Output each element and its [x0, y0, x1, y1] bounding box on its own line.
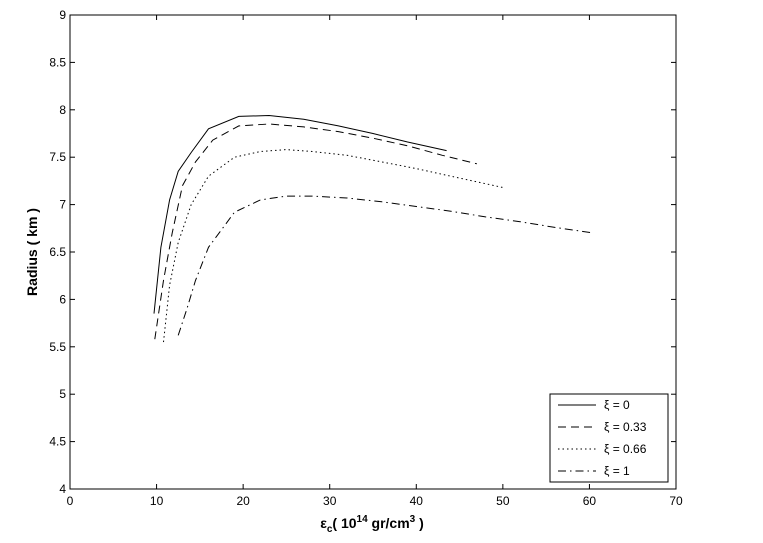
x-tick-label: 60 [583, 494, 597, 508]
y-tick-label: 6.5 [49, 245, 66, 259]
y-axis-title: Radius ( km ) [24, 208, 40, 296]
x-axis-title: εc( 1014 gr/cm3 ) [320, 514, 424, 535]
legend-label-1: ξ = 0 [604, 398, 630, 412]
x-axis-subscript: c [327, 524, 333, 535]
y-tick-label: 6 [59, 292, 66, 306]
x-tick-label: 20 [236, 494, 250, 508]
y-tick-label: 5.5 [49, 340, 66, 354]
y-tick-label: 9 [59, 8, 66, 22]
legend-label-3: ξ = 0.66 [604, 442, 647, 456]
x-tick-label: 40 [410, 494, 424, 508]
series-line-2 [154, 123, 478, 340]
y-tick-label: 7.5 [49, 150, 66, 164]
x-tick-label: 70 [669, 494, 683, 508]
axis-ticks: 0 10 20 30 40 50 60 70 4 4.5 5 5.5 6 6.5 7 7.5 8 8.5 9 [49, 8, 683, 508]
legend-label-4: ξ = 1 [604, 464, 630, 478]
y-tick-label: 4.5 [49, 435, 66, 449]
y-tick-label: 4 [59, 482, 66, 496]
x-tick-label: 30 [323, 494, 337, 508]
x-tick-label: 50 [496, 494, 510, 508]
x-axis-symbol: ε [320, 515, 327, 531]
x-axis-title-post: ) [415, 515, 424, 531]
y-tick-label: 7 [59, 198, 66, 212]
series-line-1 [153, 114, 447, 314]
series-line-4 [177, 195, 594, 336]
x-axis-exponent-1: 14 [357, 514, 369, 525]
legend-items: ξ = 0 ξ = 0.33 ξ = 0.66 ξ = 1 [558, 398, 647, 478]
x-tick-label: 0 [67, 494, 74, 508]
legend-label-2: ξ = 0.33 [604, 420, 647, 434]
series-line-3 [163, 149, 504, 343]
x-axis-title-mid: gr/cm [368, 515, 410, 531]
y-tick-label: 8.5 [49, 55, 66, 69]
x-tick-label: 10 [150, 494, 164, 508]
y-tick-label: 8 [59, 103, 66, 117]
x-axis-title-pre: ( 10 [332, 515, 356, 531]
legend-box [549, 393, 669, 483]
legend: ξ = 0 ξ = 0.33 ξ = 0.66 ξ = 1 [549, 393, 669, 483]
x-axis-exponent-2: 3 [410, 514, 416, 525]
series-layer [153, 114, 594, 343]
y-tick-label: 5 [59, 387, 66, 401]
